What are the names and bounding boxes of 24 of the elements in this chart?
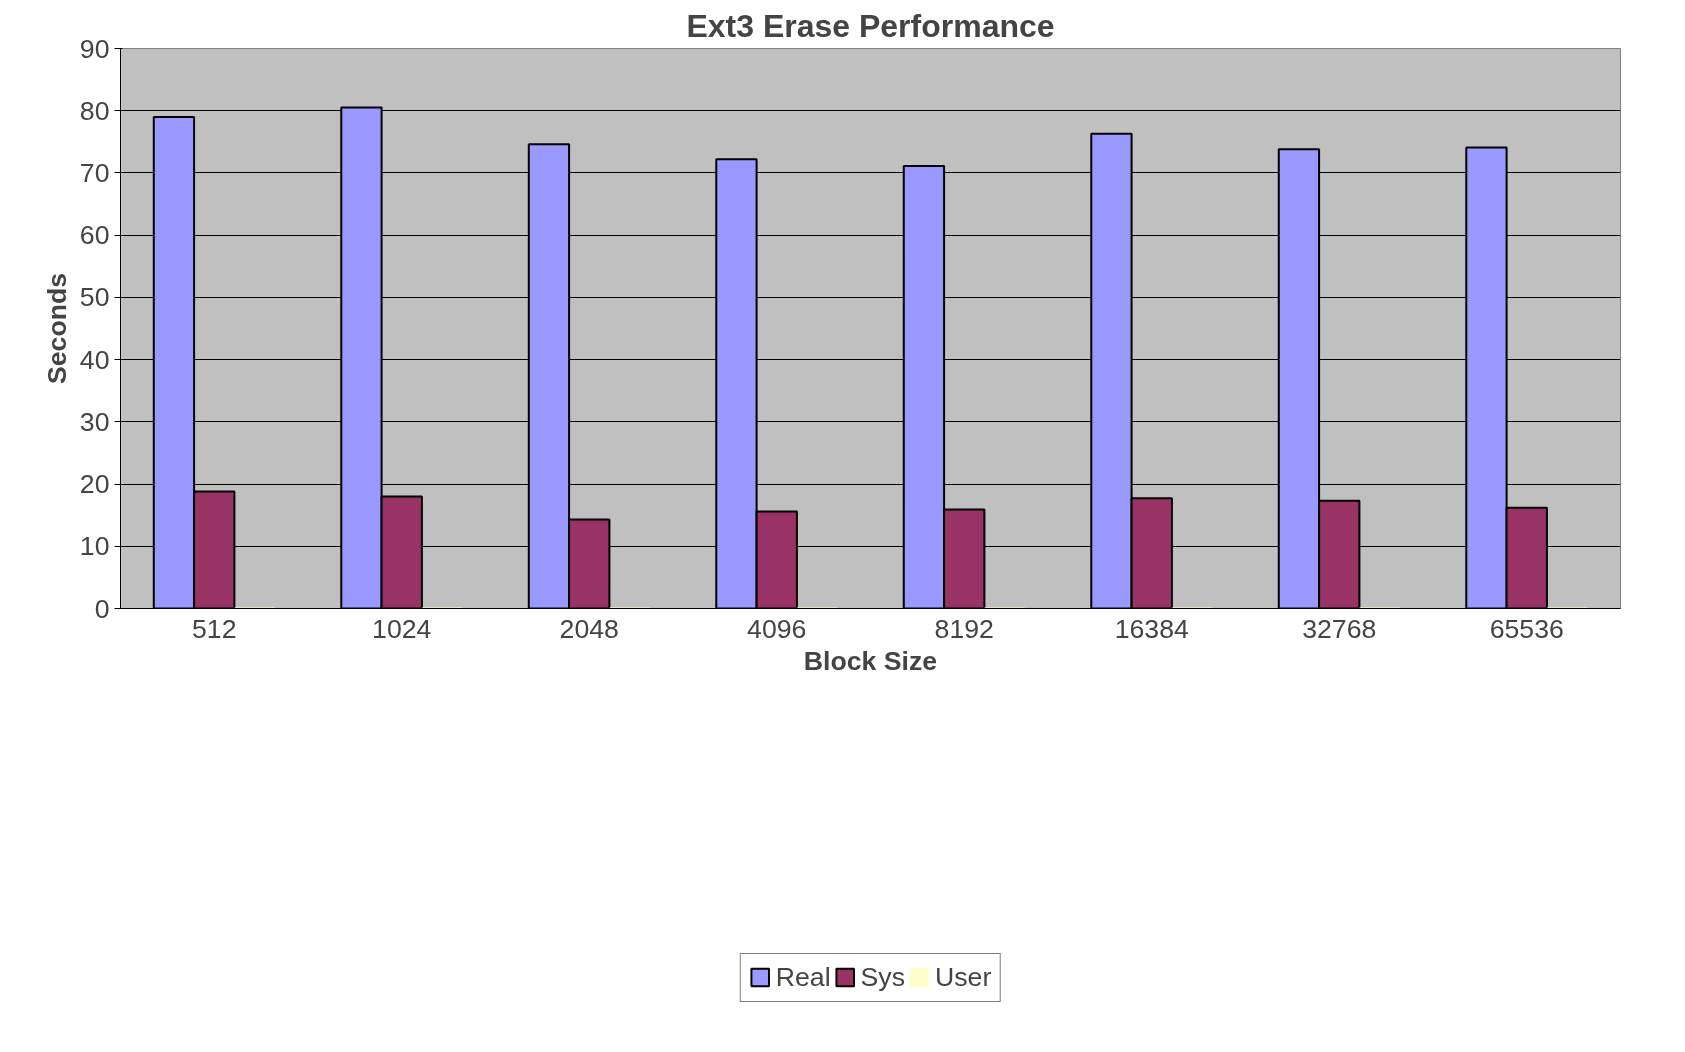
y-tick-label: 60 [79, 220, 110, 251]
x-tick-label: 512 [192, 613, 237, 644]
y-tick-label: 20 [79, 469, 110, 500]
x-tick-label: 1024 [372, 613, 432, 644]
y-tick-label: 0 [94, 593, 110, 624]
x-tick-label: 2048 [559, 613, 619, 644]
y-tick-label: 30 [79, 406, 110, 437]
y-axis-title: Seconds [41, 272, 72, 385]
y-tick-label: 10 [79, 531, 110, 562]
y-tick-label: 50 [79, 282, 110, 313]
x-tick-label: 16384 [1114, 613, 1189, 644]
x-axis-title: Block Size [803, 645, 938, 676]
legend-label: Sys [860, 961, 905, 993]
x-tick-label: 4096 [747, 613, 807, 644]
y-tick-label: 70 [79, 157, 110, 188]
x-tick-label: 8192 [934, 613, 994, 644]
y-tick-label: 90 [79, 33, 110, 64]
y-tick-label: 40 [79, 344, 110, 375]
legend-label: User [934, 961, 992, 993]
x-tick-label: 65536 [1489, 613, 1564, 644]
x-tick-label: 32768 [1302, 613, 1377, 644]
chart-title: Ext3 Erase Performance [686, 7, 1055, 44]
legend-label: Real [775, 961, 831, 993]
y-tick-label: 80 [79, 95, 110, 126]
